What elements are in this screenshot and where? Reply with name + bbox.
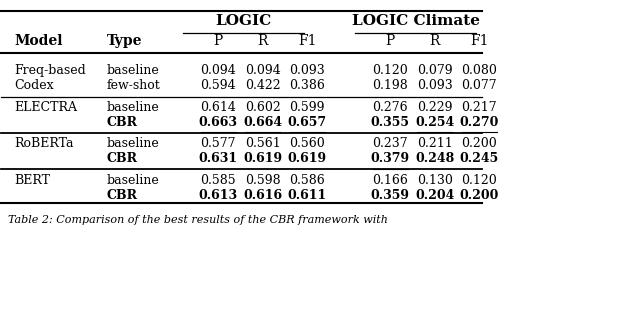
Text: CBR: CBR (106, 189, 138, 202)
Text: baseline: baseline (106, 174, 159, 187)
Text: 0.093: 0.093 (289, 64, 325, 77)
Text: 0.664: 0.664 (243, 116, 282, 129)
Text: 0.254: 0.254 (415, 116, 454, 129)
Text: LOGIC Climate: LOGIC Climate (351, 14, 479, 28)
Text: 0.200: 0.200 (460, 189, 499, 202)
Text: 0.130: 0.130 (417, 174, 452, 187)
Text: BERT: BERT (14, 174, 50, 187)
Text: P: P (213, 34, 223, 48)
Text: 0.663: 0.663 (198, 116, 237, 129)
Text: 0.120: 0.120 (461, 174, 497, 187)
Text: Codex: Codex (14, 79, 54, 92)
Text: 0.585: 0.585 (200, 174, 236, 187)
Text: 0.614: 0.614 (200, 101, 236, 114)
Text: 0.355: 0.355 (371, 116, 410, 129)
Text: 0.359: 0.359 (371, 189, 410, 202)
Text: 0.198: 0.198 (372, 79, 408, 92)
Text: 0.166: 0.166 (372, 174, 408, 187)
Text: F1: F1 (298, 34, 317, 48)
Text: 0.599: 0.599 (289, 101, 325, 114)
Text: 0.561: 0.561 (244, 137, 280, 150)
Text: Table 2: Comparison of the best results of the CBR framework with: Table 2: Comparison of the best results … (8, 215, 388, 225)
Text: 0.422: 0.422 (245, 79, 280, 92)
Text: 0.248: 0.248 (415, 152, 454, 165)
Text: few-shot: few-shot (106, 79, 160, 92)
Text: 0.237: 0.237 (372, 137, 408, 150)
Text: 0.077: 0.077 (461, 79, 497, 92)
Text: 0.386: 0.386 (289, 79, 325, 92)
Text: CBR: CBR (106, 116, 138, 129)
Text: 0.594: 0.594 (200, 79, 236, 92)
Text: 0.598: 0.598 (245, 174, 280, 187)
Text: P: P (385, 34, 395, 48)
Text: RoBERTa: RoBERTa (14, 137, 74, 150)
Text: 0.245: 0.245 (460, 152, 499, 165)
Text: R: R (257, 34, 268, 48)
Text: 0.080: 0.080 (461, 64, 497, 77)
Text: 0.204: 0.204 (415, 189, 454, 202)
Text: 0.657: 0.657 (288, 116, 327, 129)
Text: baseline: baseline (106, 101, 159, 114)
Text: 0.611: 0.611 (287, 189, 327, 202)
Text: 0.094: 0.094 (200, 64, 236, 77)
Text: Freq-based: Freq-based (14, 64, 86, 77)
Text: 0.200: 0.200 (461, 137, 497, 150)
Text: 0.631: 0.631 (198, 152, 237, 165)
Text: F1: F1 (470, 34, 488, 48)
Text: 0.093: 0.093 (417, 79, 452, 92)
Text: 0.560: 0.560 (289, 137, 325, 150)
Text: 0.619: 0.619 (243, 152, 282, 165)
Text: 0.120: 0.120 (372, 64, 408, 77)
Text: 0.276: 0.276 (372, 101, 408, 114)
Text: ELECTRA: ELECTRA (14, 101, 77, 114)
Text: R: R (429, 34, 440, 48)
Text: 0.613: 0.613 (198, 189, 237, 202)
Text: LOGIC: LOGIC (216, 14, 271, 28)
Text: 0.229: 0.229 (417, 101, 452, 114)
Text: Model: Model (14, 34, 63, 48)
Text: 0.270: 0.270 (460, 116, 499, 129)
Text: 0.586: 0.586 (289, 174, 325, 187)
Text: 0.379: 0.379 (371, 152, 410, 165)
Text: 0.079: 0.079 (417, 64, 452, 77)
Text: 0.602: 0.602 (244, 101, 280, 114)
Text: CBR: CBR (106, 152, 138, 165)
Text: baseline: baseline (106, 137, 159, 150)
Text: 0.094: 0.094 (244, 64, 280, 77)
Text: 0.577: 0.577 (200, 137, 236, 150)
Text: Type: Type (106, 34, 142, 48)
Text: baseline: baseline (106, 64, 159, 77)
Text: 0.616: 0.616 (243, 189, 282, 202)
Text: 0.217: 0.217 (461, 101, 497, 114)
Text: 0.211: 0.211 (417, 137, 452, 150)
Text: 0.619: 0.619 (288, 152, 327, 165)
